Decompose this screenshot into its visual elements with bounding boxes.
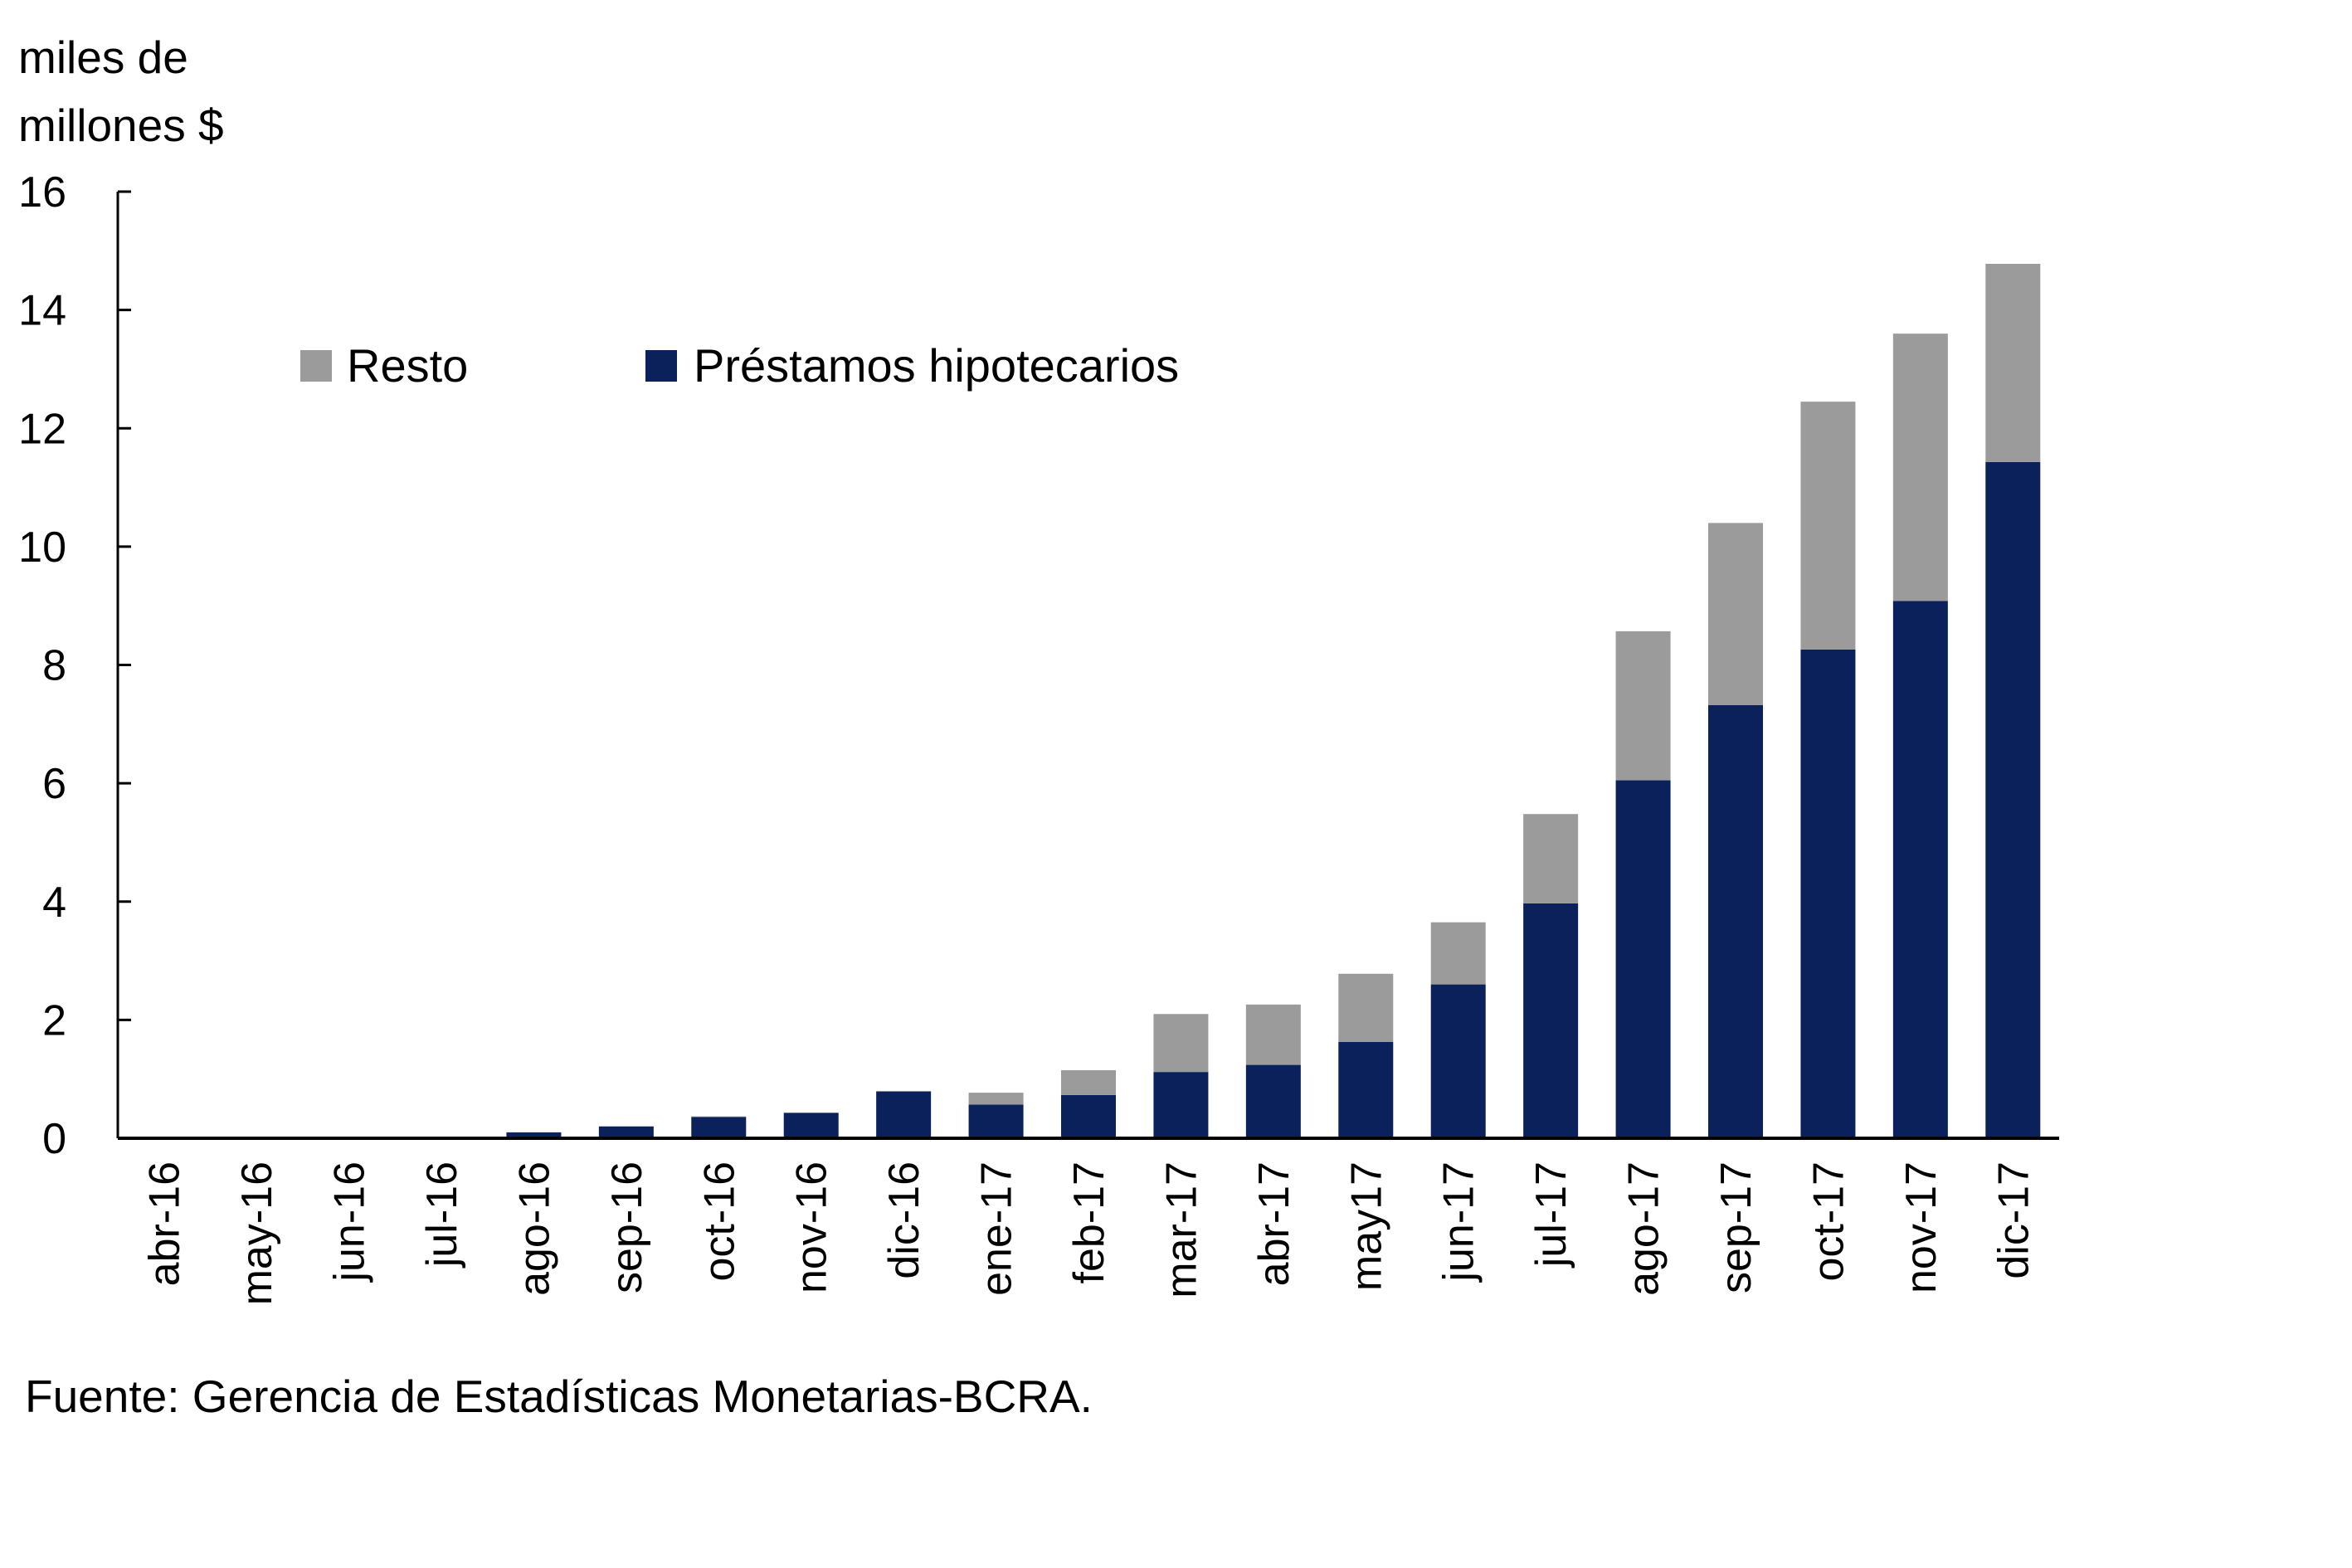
bar-hipotecarios-may17 — [1338, 1041, 1394, 1138]
bar-resto-ene-17 — [968, 1093, 1024, 1105]
y-axis-label-line1: miles de — [18, 32, 188, 83]
bar-hipotecarios-dic-17 — [1985, 461, 2041, 1138]
bar-hipotecarios-oct-17 — [1800, 649, 1856, 1138]
x-tick-label: abr-17 — [1250, 1161, 1298, 1286]
bar-hipotecarios-ago-17 — [1615, 780, 1671, 1138]
source-note: Fuente: Gerencia de Estadísticas Monetar… — [25, 1371, 1093, 1422]
x-tick-label: abr-16 — [141, 1161, 189, 1286]
x-tick-label: nov-16 — [788, 1161, 836, 1293]
legend-label-hipotecarios: Préstamos hipotecarios — [694, 339, 1179, 392]
x-tick-label: jul-16 — [418, 1161, 466, 1269]
y-tick-label: 14 — [18, 287, 66, 335]
y-tick-label: 6 — [42, 760, 66, 808]
bar-hipotecarios-dic-16 — [876, 1091, 932, 1138]
bar-resto-sep-17 — [1708, 523, 1763, 705]
bar-resto-feb-17 — [1061, 1069, 1116, 1095]
x-tick-label: oct-16 — [695, 1161, 743, 1282]
bar-hipotecarios-ago-16 — [506, 1132, 562, 1138]
legend-label-resto: Resto — [347, 339, 468, 392]
x-tick-label: jun-16 — [326, 1161, 374, 1283]
y-tick-label: 12 — [18, 405, 66, 453]
y-tick-label: 2 — [42, 996, 66, 1045]
x-tick-label: jul-17 — [1527, 1161, 1575, 1269]
x-tick-label: sep-17 — [1712, 1161, 1760, 1293]
bar-hipotecarios-ene-17 — [968, 1104, 1024, 1138]
y-tick-label: 0 — [42, 1115, 66, 1163]
bar-resto-nov-17 — [1892, 334, 1948, 601]
bar-resto-dic-17 — [1985, 264, 2041, 462]
bar-hipotecarios-mar-17 — [1153, 1072, 1209, 1138]
x-tick-label: jun-17 — [1435, 1161, 1483, 1283]
bar-resto-may17 — [1338, 973, 1394, 1042]
bar-hipotecarios-jul-17 — [1523, 903, 1579, 1138]
bar-hipotecarios-sep-17 — [1708, 704, 1763, 1138]
x-tick-label: dic-17 — [1989, 1161, 2038, 1279]
y-tick-label: 16 — [18, 168, 66, 217]
bar-resto-abr-17 — [1245, 1004, 1301, 1065]
x-tick-label: oct-17 — [1804, 1161, 1853, 1282]
bar-resto-jun-17 — [1430, 922, 1486, 985]
y-tick-label: 8 — [42, 642, 66, 690]
x-tick-label: may17 — [1342, 1161, 1390, 1291]
bar-hipotecarios-abr-17 — [1245, 1064, 1301, 1138]
y-tick-label: 4 — [42, 879, 66, 927]
x-tick-label: nov-17 — [1897, 1161, 1945, 1293]
bar-resto-ago-17 — [1615, 631, 1671, 781]
legend: Resto Préstamos hipotecarios — [300, 339, 1179, 392]
bar-resto-jul-17 — [1523, 814, 1579, 903]
y-tick-label: 10 — [18, 523, 66, 572]
bar-hipotecarios-nov-16 — [783, 1113, 839, 1138]
bar-resto-dic-16 — [876, 1090, 932, 1092]
bar-hipotecarios-sep-16 — [598, 1126, 654, 1138]
x-tick-label: ago-17 — [1620, 1161, 1668, 1296]
bar-resto-oct-16 — [691, 1116, 747, 1118]
x-tick-label: may-16 — [233, 1161, 281, 1305]
legend-swatch-hipotecarios — [645, 350, 677, 382]
bar-resto-oct-17 — [1800, 402, 1856, 650]
bar-hipotecarios-nov-17 — [1892, 601, 1948, 1138]
x-tick-label: sep-16 — [603, 1161, 651, 1293]
bar-resto-mar-17 — [1153, 1014, 1209, 1073]
x-tick-label: ago-16 — [510, 1161, 558, 1296]
bar-hipotecarios-jun-17 — [1430, 984, 1486, 1138]
y-axis-label-line2: millones $ — [18, 100, 224, 151]
x-tick-label: mar-17 — [1157, 1161, 1205, 1298]
x-tick-label: ene-17 — [973, 1161, 1021, 1296]
bar-hipotecarios-oct-16 — [691, 1117, 747, 1138]
bar-hipotecarios-feb-17 — [1061, 1094, 1116, 1138]
x-tick-label: feb-17 — [1065, 1161, 1113, 1283]
legend-swatch-resto — [300, 350, 332, 382]
x-tick-label: dic-16 — [880, 1161, 928, 1279]
